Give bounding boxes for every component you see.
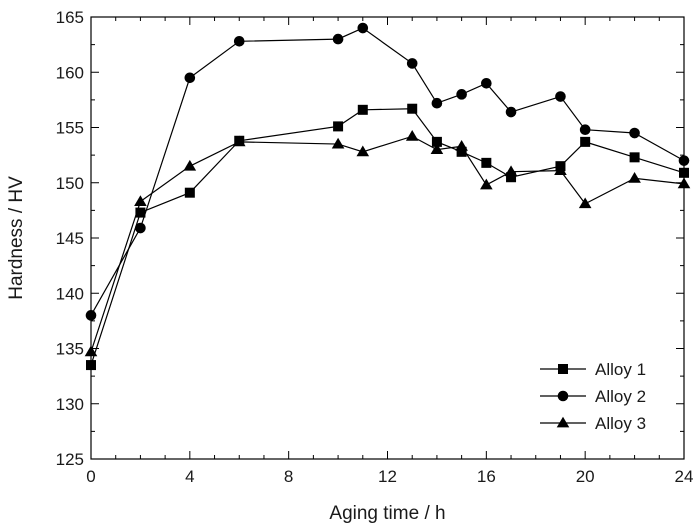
legend-item-3: Alloy 3 [540, 414, 646, 433]
data-point-s1-5 [357, 104, 368, 115]
data-point-s3-4 [331, 137, 345, 149]
series-line-3 [90, 135, 685, 353]
data-point-s2-4 [332, 33, 344, 45]
y-tick-label: 155 [56, 119, 84, 138]
data-point-s3-6 [405, 130, 419, 141]
data-point-s1-8 [456, 146, 467, 157]
data-point-s2-12 [579, 124, 591, 136]
data-point-s1-10 [506, 172, 517, 183]
x-tick-label: 20 [576, 467, 595, 486]
y-tick-label: 145 [56, 229, 84, 248]
x-tick-label: 8 [284, 467, 293, 486]
legend-marker [558, 364, 568, 374]
x-axis-title: Aging time / h [329, 503, 445, 524]
x-tick-label: 12 [378, 467, 397, 486]
data-point-s3-11 [554, 164, 567, 176]
legend-marker [556, 416, 570, 428]
series-line-2 [90, 27, 685, 316]
y-tick-label: 130 [56, 395, 84, 414]
data-point-s3-3 [232, 135, 246, 147]
data-point-s3-7 [430, 143, 444, 155]
data-point-s1-9 [481, 157, 492, 168]
y-tick-label: 125 [56, 450, 84, 469]
data-point-s1-12 [580, 136, 591, 147]
data-point-s3-13 [628, 172, 641, 183]
data-point-s2-6 [406, 58, 418, 69]
y-tick-label: 135 [56, 340, 84, 359]
legend-item-1: Alloy 1 [540, 360, 646, 379]
legend: Alloy 1 Alloy 2 Alloy 3 [540, 360, 646, 433]
x-tick-label: 24 [675, 467, 694, 486]
axes: 0 4 8 12 16 20 24 125 130 135 140 145 150 155 160 165 Ag… [6, 8, 693, 524]
legend-label: Alloy 1 [595, 360, 646, 379]
data-point-s1-6 [407, 103, 418, 114]
data-point-s3-5 [356, 145, 370, 157]
data-point-s2-13 [629, 127, 640, 139]
plot-area [84, 22, 691, 371]
y-tick-label: 165 [56, 8, 84, 27]
y-axis-title: Hardness / HV [6, 176, 27, 300]
y-tick-label: 160 [56, 63, 84, 82]
data-point-s2-8 [456, 89, 467, 100]
data-point-s1-2 [184, 187, 195, 198]
legend-label: Alloy 3 [595, 414, 646, 433]
series-3 [84, 130, 691, 357]
data-point-s2-11 [555, 91, 566, 102]
data-point-s2-9 [481, 78, 492, 89]
x-tick-label: 16 [477, 467, 496, 486]
x-tick-label: 4 [185, 467, 194, 486]
data-point-s3-9 [480, 178, 493, 190]
data-point-s1-7 [431, 136, 442, 147]
legend-label: Alloy 2 [595, 387, 646, 406]
data-point-s1-13 [629, 152, 640, 163]
data-point-s2-3 [233, 36, 245, 47]
data-point-s2-5 [357, 22, 369, 34]
legend-marker [557, 390, 569, 402]
data-point-s2-2 [184, 72, 196, 84]
data-point-s3-1 [134, 195, 147, 206]
data-point-s1-1 [135, 207, 146, 218]
data-point-s3-12 [578, 197, 592, 209]
data-point-s1-4 [333, 121, 344, 132]
data-point-s2-1 [135, 222, 146, 234]
series-2 [85, 22, 690, 321]
data-point-s3-8 [455, 139, 468, 151]
y-tick-label: 150 [56, 174, 84, 193]
series-line-1 [90, 108, 685, 366]
data-point-s2-7 [431, 97, 443, 109]
y-tick-label: 140 [56, 284, 84, 303]
data-point-s3-10 [504, 165, 518, 177]
data-point-s3-2 [183, 159, 197, 171]
x-tick-label: 0 [86, 467, 95, 486]
data-point-s2-10 [505, 106, 517, 118]
legend-item-2: Alloy 2 [540, 387, 646, 406]
